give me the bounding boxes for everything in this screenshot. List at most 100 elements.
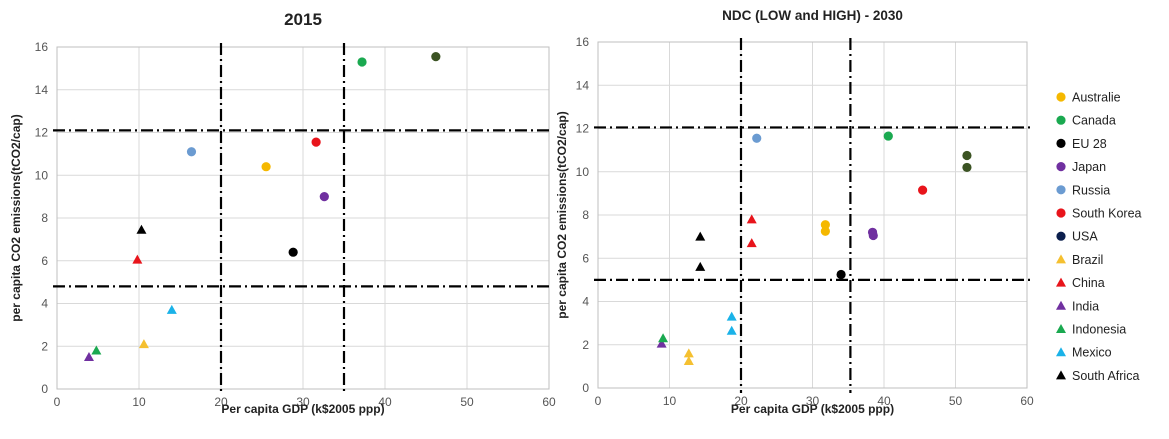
point-south-africa <box>695 231 706 241</box>
legend-item-indonesia: Indonesia <box>1056 323 1126 337</box>
x-tick-label: 40 <box>378 395 392 409</box>
x-tick-label: 20 <box>734 394 748 408</box>
legend-label: USA <box>1072 230 1098 244</box>
y-axis-title: per capita CO2 emissions(tCO2/cap) <box>9 114 23 321</box>
legend-marker <box>1056 254 1066 264</box>
legend-label: EU 28 <box>1072 137 1107 151</box>
legend-marker <box>1056 115 1066 125</box>
point-brazil <box>138 339 149 349</box>
point-russia <box>186 147 197 157</box>
chart-2: NDC (LOW and HIGH) - 2030 0 2 4 6 8 10 12 14 16 0 1… <box>555 8 1034 416</box>
point-usa <box>962 150 972 161</box>
legend-marker <box>1056 231 1066 241</box>
legend-marker <box>1056 208 1066 218</box>
legend-label: Brazil <box>1072 253 1103 267</box>
legend-item-south-africa: South Africa <box>1056 369 1139 383</box>
y-tick-label: 16 <box>35 40 49 54</box>
y-tick-label: 2 <box>41 339 48 353</box>
point-canada <box>883 131 893 141</box>
point-mexico <box>726 325 737 335</box>
y-tick-label: 0 <box>41 382 48 396</box>
legend-item-china: China <box>1056 276 1105 290</box>
y-tick-label: 4 <box>582 295 589 309</box>
legend-item-eu-28: EU 28 <box>1056 137 1107 151</box>
x-tick-label: 0 <box>595 394 602 408</box>
legend-item-japan: Japan <box>1056 160 1106 174</box>
y-tick-label: 2 <box>582 338 589 352</box>
legend-item-canada: Canada <box>1056 114 1116 128</box>
legend-item-usa: USA <box>1056 230 1098 244</box>
legend-marker <box>1056 185 1066 195</box>
y-tick-label: 6 <box>582 251 589 265</box>
x-axis-title: Per capita GDP (k$2005 ppp) <box>221 402 384 416</box>
chart-title: 2015 <box>284 10 322 29</box>
x-tick-label: 60 <box>1020 394 1034 408</box>
y-tick-label: 6 <box>41 254 48 268</box>
legend-marker <box>1056 347 1066 357</box>
plot-frame <box>597 41 1028 389</box>
x-tick-label: 10 <box>132 395 146 409</box>
point-russia <box>752 133 762 143</box>
legend-label: Mexico <box>1072 346 1112 360</box>
point-usa <box>962 162 972 173</box>
point-indonesia <box>91 345 102 355</box>
point-south-korea <box>311 137 321 147</box>
x-tick-label: 60 <box>542 395 556 409</box>
point-china <box>746 214 757 224</box>
x-tick-label: 10 <box>663 394 677 408</box>
legend-label: South Korea <box>1072 207 1142 221</box>
x-tick-label: 40 <box>877 394 891 408</box>
point-south-africa <box>136 224 147 234</box>
point-brazil <box>683 348 694 358</box>
point-usa <box>431 52 441 62</box>
y-tick-label: 12 <box>35 126 49 140</box>
y-tick-label: 14 <box>576 78 590 92</box>
y-axis-title: per capita CO2 emissions(tCO2/cap) <box>555 111 569 318</box>
legend-item-australie: Australie <box>1056 91 1121 105</box>
point-south-korea <box>918 185 928 195</box>
y-tick-label: 16 <box>576 35 590 49</box>
point-japan <box>319 192 329 202</box>
point-china <box>132 254 143 264</box>
point-mexico <box>166 304 177 314</box>
legend-label: Canada <box>1072 114 1116 128</box>
y-tick-label: 10 <box>35 168 49 182</box>
point-india <box>83 351 94 361</box>
x-tick-label: 20 <box>214 395 228 409</box>
legend-item-brazil: Brazil <box>1056 253 1103 267</box>
legend-label: Japan <box>1072 160 1106 174</box>
legend-label: South Africa <box>1072 369 1139 383</box>
legend-marker <box>1056 370 1066 380</box>
point-japan <box>868 230 878 241</box>
legend-marker <box>1056 300 1066 310</box>
point-australie <box>820 226 830 236</box>
point-indonesia <box>658 333 669 343</box>
point-canada <box>357 57 367 67</box>
legend-item-mexico: Mexico <box>1056 346 1112 360</box>
legend-marker <box>1056 324 1066 333</box>
legend-label: Russia <box>1072 183 1110 197</box>
x-tick-label: 0 <box>54 395 61 409</box>
point-brazil <box>683 355 694 365</box>
y-tick-label: 8 <box>41 211 48 225</box>
legend-label: India <box>1072 299 1099 313</box>
chart-1: 2015 0 2 4 6 8 10 12 14 16 0 10 20 30 40 50 60 Per capita… <box>9 10 556 416</box>
point-south-africa <box>695 261 706 271</box>
legend-item-russia: Russia <box>1056 183 1110 197</box>
y-tick-label: 12 <box>576 122 590 136</box>
x-axis-title: Per capita GDP (k$2005 ppp) <box>731 402 894 416</box>
y-tick-label: 10 <box>576 165 590 179</box>
x-tick-label: 30 <box>296 395 310 409</box>
point-mexico <box>726 311 737 321</box>
legend-label: Indonesia <box>1072 323 1126 337</box>
legend-item-south-korea: South Korea <box>1056 207 1142 221</box>
legend-label: Australie <box>1072 91 1121 105</box>
legend-label: China <box>1072 276 1105 290</box>
point-australie <box>261 162 271 172</box>
x-tick-label: 50 <box>949 394 963 408</box>
y-tick-label: 0 <box>582 381 589 395</box>
legend-item-india: India <box>1056 299 1099 313</box>
y-tick-label: 4 <box>41 297 48 311</box>
point-eu-28 <box>288 247 298 257</box>
